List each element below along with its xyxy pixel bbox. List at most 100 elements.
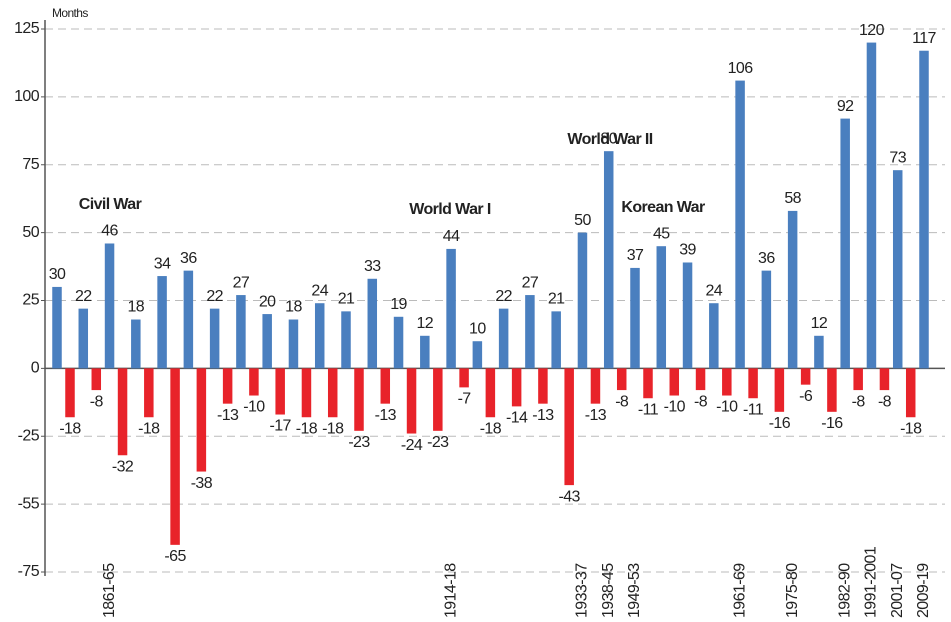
value-label: -18 [138,420,160,437]
bar [498,308,509,369]
bar [590,368,601,404]
value-label: -65 [164,548,186,565]
value-label: -13 [375,407,397,424]
bar [485,368,496,418]
value-label: -18 [296,420,318,437]
annotation: Civil War [79,196,142,213]
bar [78,308,89,369]
bar [104,243,115,369]
bar [183,270,194,369]
value-label: 19 [390,296,407,313]
value-label: 120 [859,22,885,39]
bar [367,278,378,369]
x-tick-label: 2009-19 [915,563,932,618]
value-label: -8 [878,393,892,410]
y-axis-label: Months [52,6,88,20]
bar [787,210,798,369]
value-label: -8 [852,393,866,410]
bar [433,368,443,431]
bar [341,311,351,369]
bar [892,170,903,369]
x-tick-label: 1961-69 [731,563,748,618]
value-label: 12 [811,315,828,332]
value-label: 33 [364,258,381,275]
bar [52,286,62,369]
y-tick-label: 125 [14,20,40,37]
value-label: 36 [758,250,775,267]
value-label: -18 [480,420,502,437]
bar [406,368,417,434]
y-tick-label: -75 [18,563,40,580]
bar [511,368,522,407]
bar [525,295,535,369]
bar [656,246,667,369]
value-label: 21 [548,291,565,308]
bar [735,80,745,369]
bar [603,151,614,369]
value-label: -17 [270,418,292,435]
value-label: 27 [522,274,539,291]
bar [131,319,141,369]
value-label: -23 [348,434,370,451]
value-label: 34 [154,255,171,272]
bar [209,308,220,369]
bar [275,368,285,415]
value-label: -13 [217,407,239,424]
bar [840,118,850,369]
value-label: -16 [821,415,843,432]
value-label: 30 [49,266,66,283]
x-tick-label: 2001-07 [889,563,906,618]
value-label: -13 [532,407,554,424]
value-label: 45 [653,225,670,242]
value-label: 18 [128,299,145,316]
bar [222,368,233,404]
bar [262,314,272,369]
bar [748,368,758,399]
value-label: -23 [427,434,449,451]
bar [65,368,75,418]
bar [249,368,259,396]
value-label: -10 [664,399,686,416]
annotation: Korean War [621,199,705,216]
bar [196,368,207,472]
value-label: -8 [90,393,104,410]
value-label: -24 [401,437,423,454]
value-label: 22 [206,288,223,305]
bar [301,368,312,418]
value-label: 12 [417,315,434,332]
value-label: 22 [495,288,512,305]
value-label: -8 [694,393,708,410]
y-tick-label: 25 [22,292,39,309]
x-tick-label: 1861-65 [101,563,118,618]
bar [774,368,785,412]
bar [446,248,456,369]
bar [288,319,299,369]
value-label: -8 [615,393,629,410]
bar [157,276,167,369]
bar [866,42,877,369]
bar [314,303,325,369]
bar [170,368,180,545]
bar [117,368,128,456]
x-tick-label: 1933-37 [574,563,591,618]
value-label: 36 [180,250,197,267]
value-label: 21 [338,291,355,308]
bar [695,368,706,391]
x-tick-label: 1991-2001 [863,546,880,618]
bar [761,270,772,369]
bar [879,368,890,391]
bar [616,368,627,391]
value-label: -13 [585,407,607,424]
bar [814,335,824,369]
bar [380,368,391,404]
bar [420,335,430,369]
value-label: -18 [900,420,922,437]
value-label: 44 [443,228,460,245]
value-label: 37 [627,247,644,264]
value-label: -43 [559,488,581,505]
x-tick-label: 1975-80 [784,563,801,618]
value-label: 80 [600,130,617,147]
y-tick-label: 100 [14,88,40,105]
value-label: 10 [469,320,486,337]
x-tick-label: 1938-45 [600,563,617,618]
